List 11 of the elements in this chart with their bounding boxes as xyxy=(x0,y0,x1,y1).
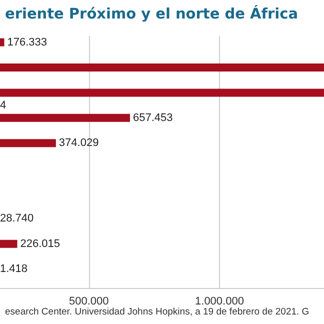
text: esearch Center. Universidad Johns Hopkins, a 19 de febrero de 2021. G xyxy=(5,306,310,318)
x-tick-label: 500.000 xyxy=(68,296,109,308)
data-label: 226.015 xyxy=(20,238,60,250)
x-tick-label: 1.000.000 xyxy=(195,296,244,308)
chart-title: eriente Próximo y el norte de África xyxy=(5,4,298,22)
text: 1.418 xyxy=(0,263,28,276)
data-label: 657.453 xyxy=(132,112,173,124)
data-label: 374.029 xyxy=(58,137,99,150)
text: 28.740 xyxy=(0,212,34,225)
data-label: 176.333 xyxy=(7,36,48,48)
text: 4 xyxy=(0,99,6,112)
